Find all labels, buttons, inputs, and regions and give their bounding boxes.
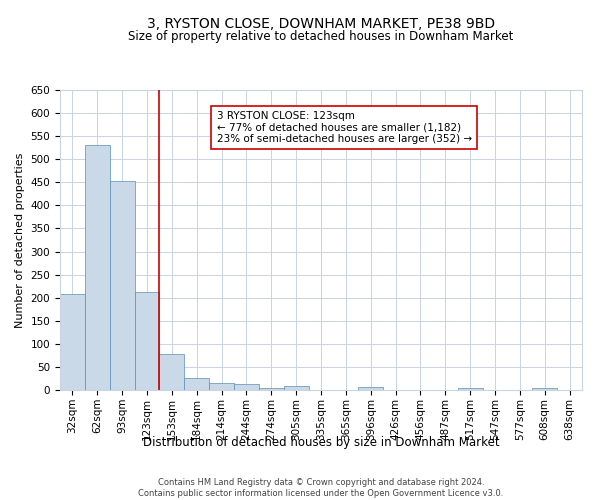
Bar bbox=[358, 387, 383, 390]
Y-axis label: Number of detached properties: Number of detached properties bbox=[15, 152, 25, 328]
Bar bbox=[85, 146, 110, 390]
Bar bbox=[284, 386, 308, 390]
Text: Size of property relative to detached houses in Downham Market: Size of property relative to detached ho… bbox=[128, 30, 514, 43]
Bar bbox=[160, 354, 184, 390]
Bar bbox=[209, 383, 234, 390]
Bar bbox=[184, 378, 209, 390]
Text: Contains HM Land Registry data © Crown copyright and database right 2024.
Contai: Contains HM Land Registry data © Crown c… bbox=[139, 478, 503, 498]
Bar bbox=[458, 388, 482, 390]
Bar bbox=[60, 294, 85, 390]
Bar bbox=[110, 182, 134, 390]
Bar bbox=[259, 388, 284, 390]
Bar bbox=[234, 384, 259, 390]
Text: 3 RYSTON CLOSE: 123sqm
← 77% of detached houses are smaller (1,182)
23% of semi-: 3 RYSTON CLOSE: 123sqm ← 77% of detached… bbox=[217, 111, 472, 144]
Bar bbox=[532, 388, 557, 390]
Bar bbox=[134, 292, 160, 390]
Text: Distribution of detached houses by size in Downham Market: Distribution of detached houses by size … bbox=[143, 436, 499, 449]
Text: 3, RYSTON CLOSE, DOWNHAM MARKET, PE38 9BD: 3, RYSTON CLOSE, DOWNHAM MARKET, PE38 9B… bbox=[147, 18, 495, 32]
